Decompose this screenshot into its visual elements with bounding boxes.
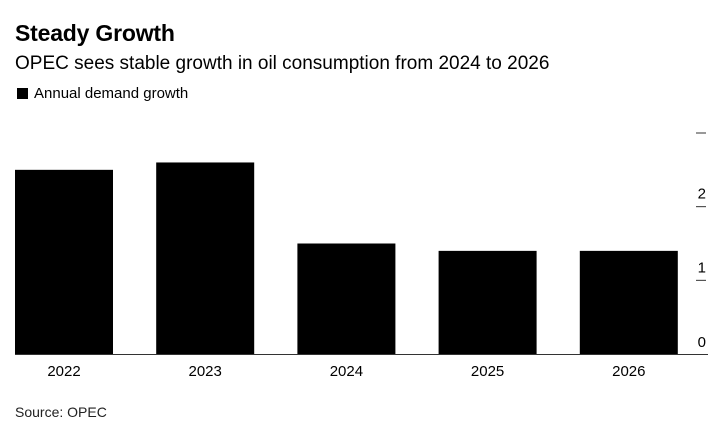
bars-group: [15, 162, 678, 354]
bar-2024: [297, 243, 396, 354]
x-axis: 2022 2023 2024 2025 2026: [47, 363, 645, 380]
chart-title: Steady Growth: [15, 20, 175, 46]
y-tick-label: 0: [698, 334, 706, 351]
x-tick-label: 2026: [612, 363, 645, 380]
y-axis: 0 1 2: [696, 132, 706, 351]
x-tick-label: 2025: [471, 363, 504, 380]
x-tick-label: 2023: [189, 363, 222, 380]
y-tick-label: 2: [698, 186, 706, 203]
bar-2025: [438, 250, 537, 354]
chart-subtitle: OPEC sees stable growth in oil consumpti…: [15, 53, 550, 74]
legend-swatch: [17, 88, 28, 99]
bar-2023: [156, 162, 255, 354]
source-note: Source: OPEC: [15, 404, 107, 420]
legend-label: Annual demand growth: [34, 85, 189, 102]
bar-2022: [15, 169, 113, 354]
x-tick-label: 2022: [47, 363, 80, 380]
y-tick-label: 1: [698, 259, 706, 276]
bar-2026: [579, 250, 678, 354]
x-tick-label: 2024: [330, 363, 363, 380]
legend: Annual demand growth: [17, 85, 188, 102]
